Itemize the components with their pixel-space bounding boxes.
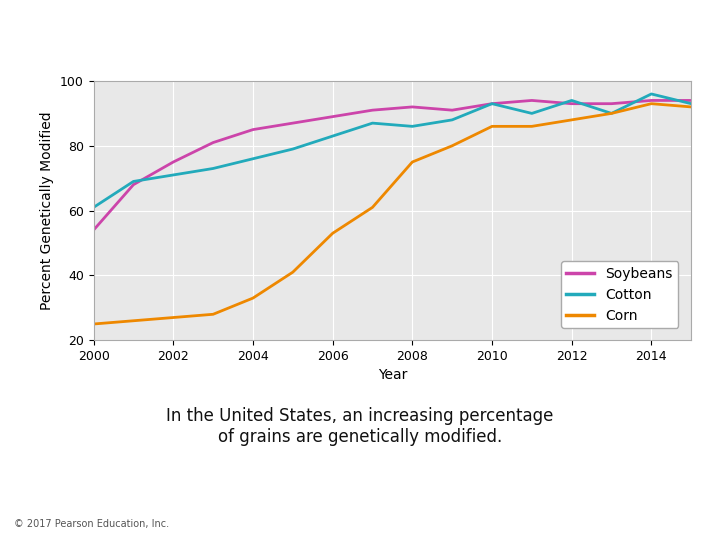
Cotton xyxy=(89,204,98,211)
Soybeans xyxy=(89,227,98,233)
Cotton xyxy=(408,123,417,130)
Cotton xyxy=(607,110,616,117)
Legend: Soybeans, Cotton, Corn: Soybeans, Cotton, Corn xyxy=(561,261,678,328)
Soybeans xyxy=(289,120,297,126)
Soybeans xyxy=(169,159,178,165)
Corn xyxy=(408,159,417,165)
Cotton xyxy=(129,178,138,185)
Corn xyxy=(248,295,257,301)
Cotton xyxy=(209,165,217,172)
Corn xyxy=(448,143,456,149)
Soybeans xyxy=(129,181,138,188)
X-axis label: Year: Year xyxy=(378,368,407,382)
Cotton xyxy=(567,97,576,104)
Soybeans xyxy=(328,113,337,120)
Soybeans xyxy=(448,107,456,113)
Text: Biotechnology: Genetically Modified Crops: Biotechnology: Genetically Modified Crop… xyxy=(27,21,693,49)
Cotton xyxy=(368,120,377,126)
Cotton xyxy=(528,110,536,117)
Soybeans xyxy=(687,97,696,104)
Cotton xyxy=(487,100,496,107)
Corn xyxy=(169,314,178,321)
Corn xyxy=(567,117,576,123)
Cotton xyxy=(169,172,178,178)
Soybeans xyxy=(408,104,417,110)
Corn xyxy=(487,123,496,130)
Corn xyxy=(368,204,377,211)
Soybeans xyxy=(487,100,496,107)
Cotton xyxy=(248,156,257,162)
Corn xyxy=(687,104,696,110)
Corn xyxy=(607,110,616,117)
Text: © 2017 Pearson Education, Inc.: © 2017 Pearson Education, Inc. xyxy=(14,519,169,529)
Cotton xyxy=(289,146,297,152)
Corn xyxy=(528,123,536,130)
Cotton xyxy=(328,133,337,139)
Line: Cotton: Cotton xyxy=(94,94,691,207)
Soybeans xyxy=(528,97,536,104)
Corn xyxy=(209,311,217,318)
Line: Soybeans: Soybeans xyxy=(94,100,691,230)
Cotton xyxy=(448,117,456,123)
Y-axis label: Percent Genetically Modified: Percent Genetically Modified xyxy=(40,111,55,310)
Line: Corn: Corn xyxy=(94,104,691,324)
Corn xyxy=(647,100,656,107)
Corn xyxy=(328,230,337,237)
Soybeans xyxy=(368,107,377,113)
Corn xyxy=(129,318,138,324)
Corn xyxy=(89,321,98,327)
Cotton xyxy=(687,100,696,107)
Soybeans xyxy=(209,139,217,146)
Soybeans xyxy=(647,97,656,104)
Soybeans xyxy=(567,100,576,107)
Cotton xyxy=(647,91,656,97)
Soybeans xyxy=(248,126,257,133)
Corn xyxy=(289,269,297,275)
Text: In the United States, an increasing percentage
of grains are genetically modifie: In the United States, an increasing perc… xyxy=(166,407,554,446)
Soybeans xyxy=(607,100,616,107)
